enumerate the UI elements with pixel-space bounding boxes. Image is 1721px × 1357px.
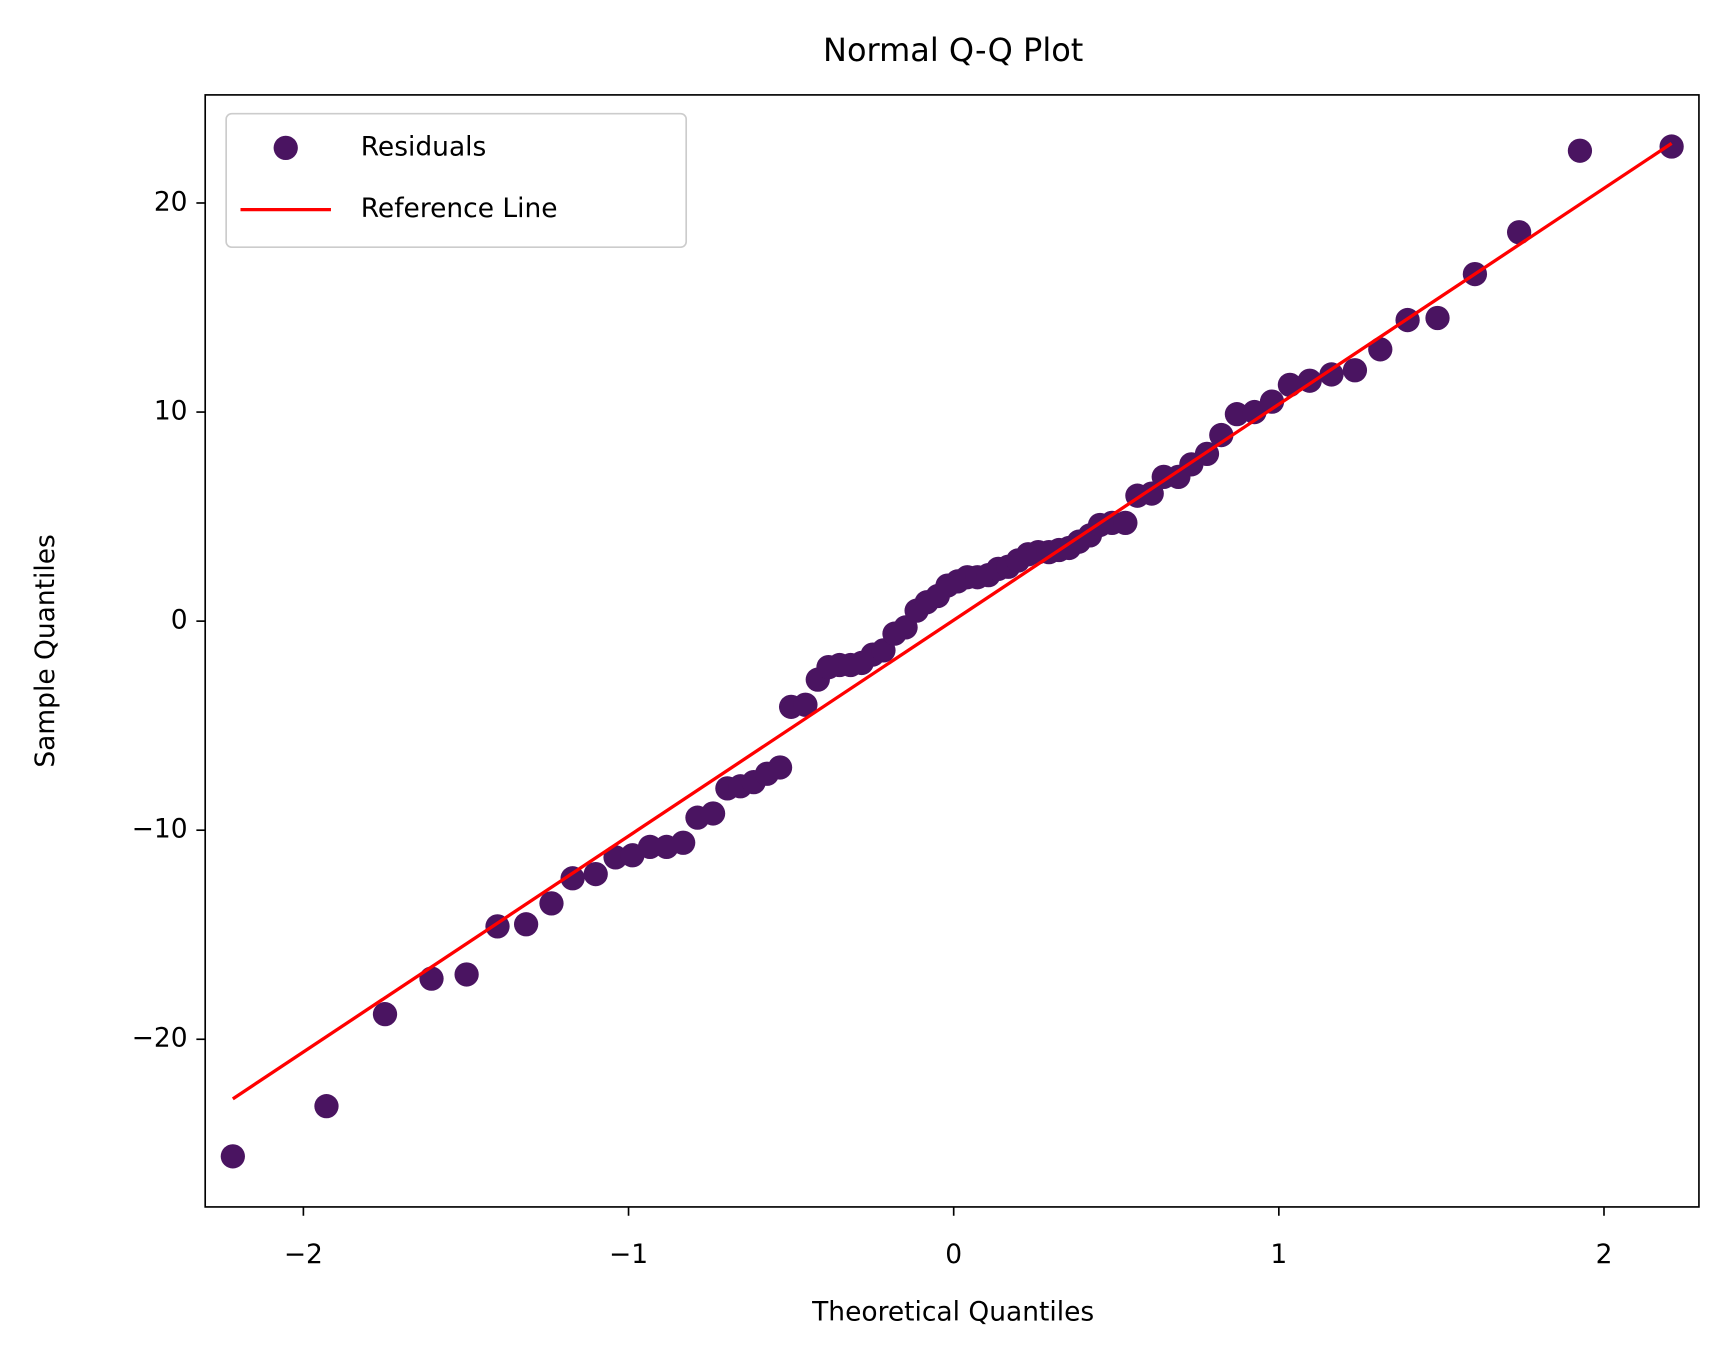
data-point [419, 966, 444, 991]
data-point [220, 1144, 245, 1169]
y-tick-label: 20 [154, 186, 188, 217]
data-point [671, 830, 696, 855]
x-tick-label: −2 [284, 1239, 323, 1270]
x-axis-label: Theoretical Quantiles [811, 1296, 1094, 1327]
data-point [1368, 337, 1393, 362]
data-point [1209, 422, 1234, 448]
x-tick-label: 2 [1596, 1239, 1613, 1270]
data-point [1659, 134, 1684, 159]
data-point [767, 755, 793, 780]
y-tick-label: 0 [171, 605, 188, 636]
x-tick-label: −1 [609, 1239, 648, 1270]
data-point [513, 912, 539, 937]
data-point [1139, 481, 1164, 506]
data-point [1319, 362, 1344, 387]
data-point [1425, 305, 1450, 331]
x-tick-label: 0 [945, 1239, 962, 1270]
data-point [583, 861, 608, 887]
data-point [1113, 510, 1138, 536]
x-tick-label: 1 [1270, 1239, 1287, 1270]
data-point [314, 1094, 339, 1119]
y-tick-label: −20 [132, 1023, 188, 1054]
legend-box [225, 112, 688, 248]
chart-title: Normal Q-Q Plot [823, 31, 1083, 69]
data-point [637, 834, 663, 860]
data-point [700, 801, 726, 826]
data-point [560, 866, 585, 891]
legend-marker [273, 135, 298, 160]
data-point [539, 891, 564, 916]
data-point [454, 962, 479, 987]
reference-line [231, 142, 1673, 1101]
y-axis-label: Sample Quantiles [30, 534, 61, 767]
y-tick-label: −10 [132, 814, 188, 845]
data-point [1259, 389, 1285, 414]
legend-label: Residuals [361, 131, 487, 162]
data-point [1224, 402, 1250, 427]
data-point [1506, 220, 1532, 245]
data-point [1567, 138, 1593, 163]
legend-label: Reference Line [361, 193, 558, 224]
plot-frame [204, 94, 1700, 1208]
data-point [372, 1002, 398, 1027]
y-tick-label: 10 [154, 396, 188, 427]
data-point [793, 692, 818, 717]
data-point [1342, 358, 1368, 383]
